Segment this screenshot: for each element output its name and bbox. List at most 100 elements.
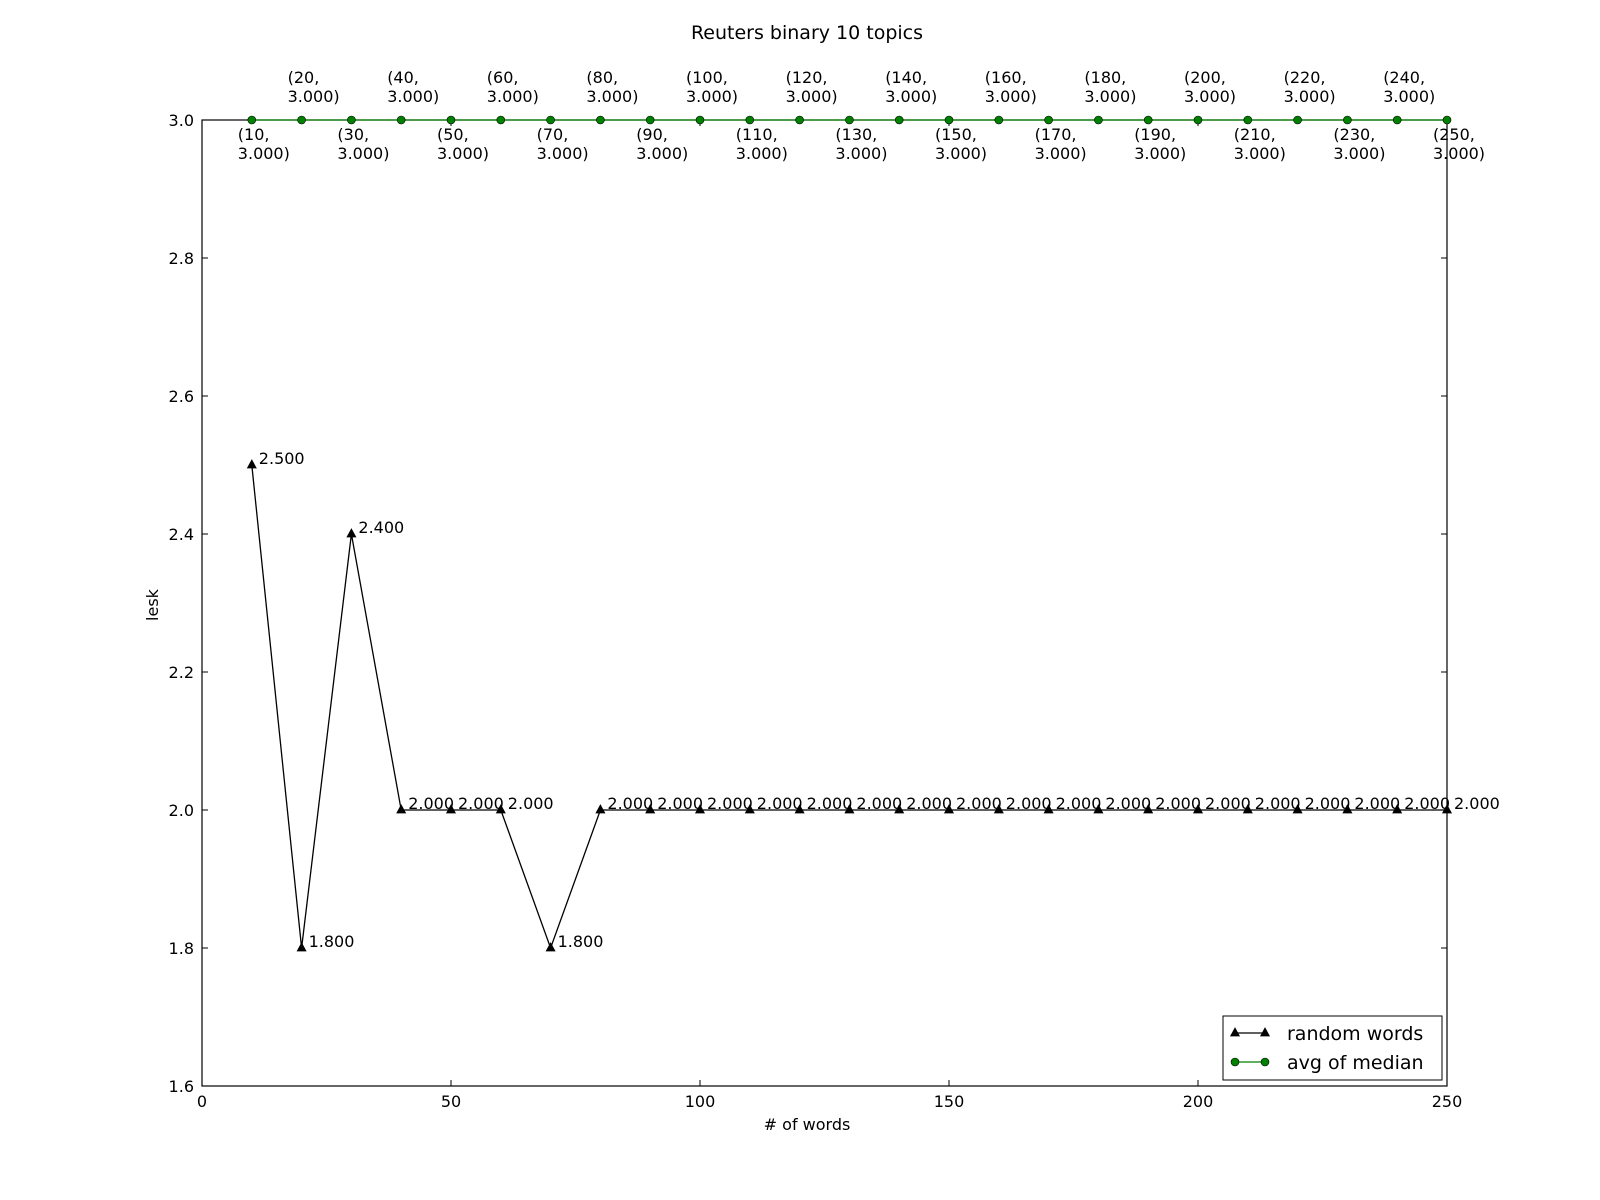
legend-marker-circle (1260, 1057, 1270, 1067)
data-label-point-y: 3.000) (636, 144, 688, 163)
data-label-value: 2.000 (1404, 794, 1450, 813)
data-point-triangle (1192, 804, 1204, 814)
data-label-value: 2.000 (707, 794, 753, 813)
data-point-circle (994, 115, 1004, 125)
data-label-point-y: 3.000) (1333, 144, 1385, 163)
data-label-point-x: (20, (288, 68, 320, 87)
data-point-triangle (744, 804, 755, 814)
data-point-circle (894, 115, 904, 125)
data-label-point-x: (120, (786, 68, 828, 87)
y-tick-label: 2.2 (169, 663, 194, 682)
x-tick-label: 150 (934, 1092, 965, 1111)
data-label-point-x: (110, (736, 125, 778, 144)
data-point-circle (496, 115, 506, 125)
data-point-circle (396, 115, 406, 125)
x-axis-label: # of words (764, 1115, 851, 1134)
legend-marker-triangle (1229, 1027, 1241, 1037)
data-label-value: 2.000 (856, 794, 902, 813)
data-point-triangle (1093, 804, 1104, 814)
data-point-circle (745, 115, 755, 125)
x-tick-label: 250 (1432, 1092, 1463, 1111)
data-point-triangle (1143, 804, 1154, 814)
data-point-circle (1442, 115, 1452, 125)
data-label-value: 2.000 (1105, 794, 1151, 813)
data-label-point-x: (180, (1084, 68, 1126, 87)
data-point-triangle (1441, 804, 1453, 814)
legend-label: random words (1287, 1023, 1423, 1045)
y-tick-label: 1.6 (169, 1077, 194, 1096)
data-point-triangle (346, 528, 357, 538)
data-label-point-x: (30, (337, 125, 369, 144)
data-label-value: 2.000 (757, 794, 803, 813)
data-label-value: 2.000 (458, 794, 504, 813)
data-label-point-y: 3.000) (537, 144, 589, 163)
data-point-triangle (1242, 804, 1253, 814)
legend: random words avg of median (1222, 1015, 1443, 1081)
data-point-triangle (694, 804, 706, 814)
y-axis: 1.6 1.8 2.0 2.2 2.4 2.6 2.8 3.0 (169, 111, 1447, 1096)
data-label-point-x: (100, (686, 68, 728, 87)
y-tick-label: 1.8 (169, 939, 194, 958)
data-label-point-x: (190, (1134, 125, 1176, 144)
data-point-triangle (993, 804, 1004, 814)
series-layer (246, 115, 1453, 952)
data-point-circle (1343, 115, 1352, 125)
data-label-point-y: 3.000) (835, 144, 887, 163)
x-tick-label: 200 (1183, 1092, 1214, 1111)
data-label-point-y: 3.000) (935, 144, 987, 163)
data-point-circle (347, 115, 356, 125)
data-point-circle (1193, 115, 1203, 125)
y-axis-label: lesk (143, 588, 162, 621)
data-label-value: 2.000 (408, 794, 454, 813)
data-point-circle (1143, 115, 1153, 125)
data-label-point-y: 3.000) (437, 144, 489, 163)
x-tick-label: 100 (685, 1092, 716, 1111)
y-tick-label: 2.8 (169, 249, 194, 268)
data-label-point-y: 3.000) (337, 144, 389, 163)
legend-marker-circle (1230, 1057, 1240, 1067)
data-point-circle (1392, 115, 1402, 125)
data-point-triangle (1392, 804, 1403, 814)
data-label-value: 2.000 (657, 794, 703, 813)
data-point-triangle (794, 804, 805, 814)
data-label-point-x: (240, (1383, 68, 1425, 87)
data-label-point-y: 3.000) (1234, 144, 1286, 163)
data-label-point-x: (10, (238, 125, 270, 144)
chart-title: Reuters binary 10 topics (691, 22, 923, 44)
data-label-value: 2.000 (508, 794, 554, 813)
data-point-circle (795, 115, 804, 125)
data-label-point-x: (60, (487, 68, 519, 87)
data-point-circle (944, 115, 954, 125)
data-label-point-x: (90, (636, 125, 668, 144)
data-label-value: 2.000 (1006, 794, 1052, 813)
data-label-point-x: (250, (1433, 125, 1475, 144)
data-point-circle (1293, 115, 1302, 125)
legend-box (1222, 1015, 1443, 1081)
y-tick-label: 2.6 (169, 387, 194, 406)
data-label-value: 2.000 (956, 794, 1002, 813)
data-point-circle (845, 115, 854, 125)
y-tick-label: 3.0 (169, 111, 194, 130)
data-label-value: 2.000 (607, 794, 653, 813)
data-point-triangle (495, 804, 506, 814)
x-tick-label: 0 (197, 1092, 207, 1111)
data-label-point-x: (160, (985, 68, 1027, 87)
data-label-point-y: 3.000) (238, 144, 290, 163)
data-label-value: 2.000 (1305, 794, 1351, 813)
data-label-point-y: 3.000) (1134, 144, 1186, 163)
data-point-triangle (246, 459, 257, 469)
data-label-value: 2.000 (1354, 794, 1400, 813)
data-point-triangle (894, 804, 905, 814)
data-label-point-x: (130, (835, 125, 877, 144)
x-axis: 0 50 100 150 200 250 (197, 120, 1462, 1111)
data-label-point-y: 3.000) (736, 144, 788, 163)
data-point-circle (645, 115, 655, 125)
legend-marker-triangle (1259, 1027, 1271, 1037)
data-point-triangle (645, 804, 656, 814)
data-point-triangle (545, 942, 556, 952)
data-label-value: 1.800 (309, 932, 355, 951)
data-point-triangle (943, 804, 955, 814)
data-label-value: 2.000 (1155, 794, 1201, 813)
data-point-circle (546, 115, 555, 125)
